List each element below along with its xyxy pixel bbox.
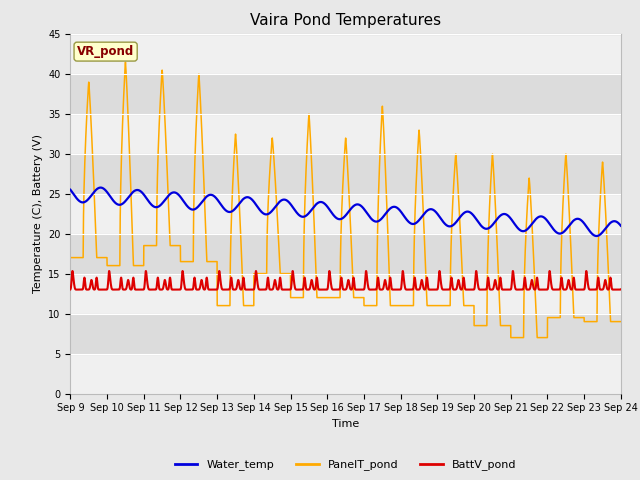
Bar [70,154,621,193]
Title: Vaira Pond Temperatures: Vaira Pond Temperatures [250,13,441,28]
Text: VR_pond: VR_pond [77,45,134,58]
Legend: Water_temp, PanelT_pond, BattV_pond: Water_temp, PanelT_pond, BattV_pond [171,455,520,475]
Bar [70,313,621,354]
Bar [70,234,621,274]
Bar [70,0,621,34]
Y-axis label: Temperature (C), Battery (V): Temperature (C), Battery (V) [33,134,43,293]
X-axis label: Time: Time [332,419,359,429]
Bar [70,73,621,114]
